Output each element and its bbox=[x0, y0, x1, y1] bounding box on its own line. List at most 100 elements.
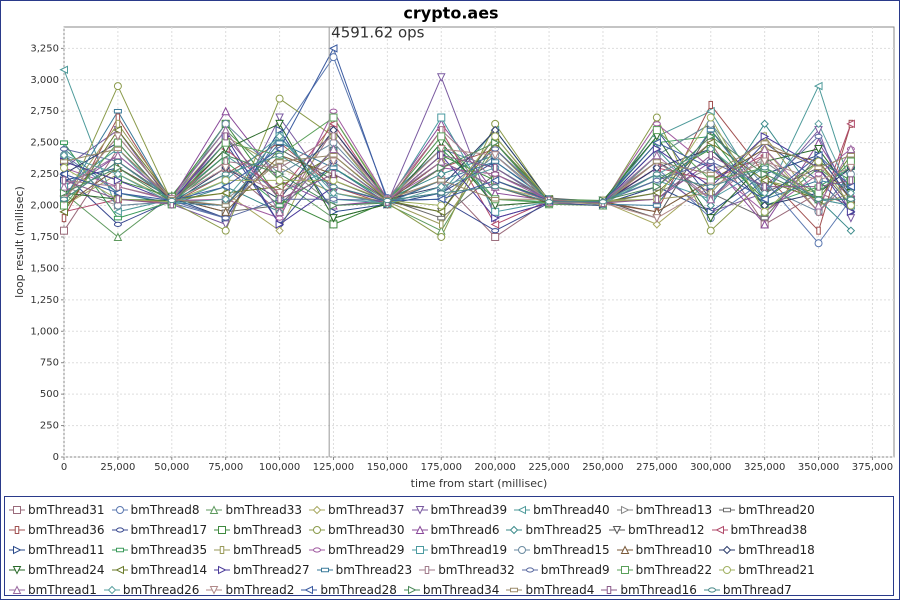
marker bbox=[276, 95, 283, 102]
marker bbox=[276, 177, 283, 184]
x-tick-label: 175,000 bbox=[421, 462, 462, 473]
y-tick-label: 1,250 bbox=[30, 295, 59, 306]
marker bbox=[815, 197, 822, 201]
legend-icon bbox=[317, 565, 333, 575]
y-tick-label: 2,250 bbox=[30, 169, 59, 180]
marker bbox=[61, 227, 68, 234]
marker bbox=[761, 166, 768, 170]
legend-item: bmThread1 bbox=[9, 580, 97, 600]
legend-icon bbox=[617, 545, 633, 555]
marker bbox=[314, 548, 321, 552]
marker bbox=[116, 567, 123, 574]
legend-label: bmThread1 bbox=[28, 583, 97, 597]
marker bbox=[14, 507, 21, 514]
marker bbox=[815, 166, 822, 170]
marker bbox=[761, 216, 768, 220]
legend: bmThread31bmThread8bmThread33bmThread37b… bbox=[4, 496, 894, 596]
marker bbox=[847, 197, 854, 201]
marker bbox=[621, 507, 628, 514]
legend-icon bbox=[9, 585, 25, 595]
marker bbox=[14, 547, 21, 554]
marker bbox=[653, 127, 660, 134]
marker bbox=[847, 153, 854, 157]
legend-icon bbox=[9, 545, 25, 555]
marker bbox=[817, 227, 821, 234]
legend-label: bmThread24 bbox=[28, 563, 105, 577]
marker bbox=[492, 198, 499, 202]
legend-label: bmThread16 bbox=[620, 583, 697, 597]
legend-item: bmThread16 bbox=[601, 580, 697, 600]
x-tick-label: 100,000 bbox=[259, 462, 300, 473]
legend-icon bbox=[601, 585, 617, 595]
marker bbox=[653, 160, 660, 164]
x-tick-label: 225,000 bbox=[528, 462, 569, 473]
marker bbox=[492, 185, 499, 189]
legend-label: bmThread38 bbox=[731, 523, 808, 537]
marker bbox=[438, 133, 445, 140]
marker bbox=[653, 204, 660, 208]
marker bbox=[511, 527, 518, 534]
marker bbox=[815, 158, 822, 165]
legend-item: bmThread8 bbox=[112, 500, 200, 520]
marker bbox=[114, 159, 121, 163]
legend-icon bbox=[112, 565, 128, 575]
y-tick-label: 500 bbox=[40, 389, 59, 400]
marker bbox=[116, 528, 123, 532]
legend-label: bmThread18 bbox=[738, 543, 815, 557]
marker bbox=[815, 240, 822, 247]
marker bbox=[492, 229, 499, 233]
legend-icon bbox=[206, 505, 222, 515]
annotation-text: 4591.62 ops bbox=[331, 24, 424, 42]
legend-icon bbox=[506, 525, 522, 535]
legend-label: bmThread36 bbox=[28, 523, 105, 537]
legend-icon bbox=[412, 545, 428, 555]
legend-item: bmThread9 bbox=[522, 560, 610, 580]
legend-label: bmThread8 bbox=[131, 503, 200, 517]
marker bbox=[653, 122, 660, 126]
marker bbox=[62, 215, 66, 222]
marker bbox=[330, 153, 337, 157]
legend-icon bbox=[206, 585, 222, 595]
marker bbox=[416, 547, 423, 554]
legend-icon bbox=[309, 525, 325, 535]
legend-item: bmThread6 bbox=[412, 520, 500, 540]
legend-label: bmThread23 bbox=[336, 563, 413, 577]
marker bbox=[526, 568, 533, 572]
chart-title: crypto.aes bbox=[403, 4, 498, 23]
legend-label: bmThread40 bbox=[533, 503, 610, 517]
legend-label: bmThread3 bbox=[233, 523, 302, 537]
marker bbox=[709, 101, 713, 108]
marker bbox=[330, 109, 337, 113]
marker bbox=[438, 114, 445, 121]
marker bbox=[15, 527, 19, 534]
x-tick-label: 25,000 bbox=[100, 462, 135, 473]
legend-label: bmThread7 bbox=[723, 583, 792, 597]
marker bbox=[608, 587, 612, 594]
legend-item: bmThread3 bbox=[214, 520, 302, 540]
marker bbox=[220, 547, 224, 554]
legend-item: bmThread34 bbox=[404, 580, 500, 600]
marker bbox=[492, 172, 499, 176]
marker bbox=[653, 178, 660, 182]
y-tick-label: 2,500 bbox=[30, 138, 59, 149]
legend-label: bmThread12 bbox=[628, 523, 705, 537]
x-tick-label: 275,000 bbox=[636, 462, 677, 473]
marker bbox=[761, 208, 768, 215]
marker bbox=[425, 567, 429, 574]
y-tick-label: 1,750 bbox=[30, 232, 59, 243]
y-tick-label: 250 bbox=[40, 421, 59, 432]
marker bbox=[709, 152, 713, 159]
y-tick-label: 750 bbox=[40, 358, 59, 369]
legend-label: bmThread4 bbox=[525, 583, 594, 597]
marker bbox=[61, 164, 68, 171]
legend-item: bmThread27 bbox=[214, 560, 310, 580]
marker bbox=[716, 527, 723, 534]
marker bbox=[306, 587, 313, 594]
legend-item: bmThread18 bbox=[719, 540, 815, 560]
x-tick-label: 350,000 bbox=[798, 462, 839, 473]
legend-icon bbox=[506, 585, 522, 595]
x-tick-label: 125,000 bbox=[313, 462, 354, 473]
legend-label: bmThread5 bbox=[233, 543, 302, 557]
legend-item: bmThread28 bbox=[301, 580, 397, 600]
